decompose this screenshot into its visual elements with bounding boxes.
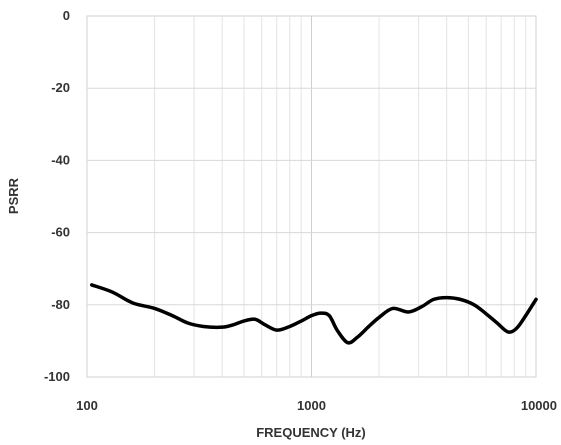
- y-axis-title: PSRR: [6, 177, 21, 214]
- x-tick-labels: 100 1000 10000: [76, 398, 557, 413]
- y-tick-label: -40: [51, 152, 70, 167]
- y-tick-labels: 0 -20 -40 -60 -80 -100: [44, 8, 70, 384]
- psrr-series-line: [90, 283, 538, 345]
- x-axis-title: FREQUENCY (Hz): [256, 425, 366, 440]
- series-layer: [90, 283, 538, 345]
- y-tick-label: -100: [44, 369, 70, 384]
- x-tick-label: 1000: [297, 398, 326, 413]
- y-tick-label: -20: [51, 80, 70, 95]
- x-tick-label: 10000: [521, 398, 557, 413]
- x-tick-label: 100: [76, 398, 98, 413]
- grid: [87, 16, 536, 377]
- y-tick-label: -80: [51, 297, 70, 312]
- y-tick-label: -60: [51, 225, 70, 240]
- y-tick-label: 0: [63, 8, 70, 23]
